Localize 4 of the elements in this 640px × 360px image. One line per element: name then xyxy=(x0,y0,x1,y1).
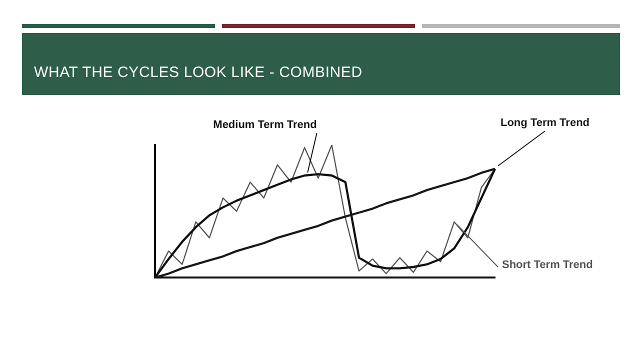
text: Medium Term Trend xyxy=(213,119,317,132)
chart-title: WHAT THE CYCLES LOOK LIKE - COMBINED xyxy=(34,64,362,81)
text: Long Term Trend xyxy=(500,117,590,130)
text: Short Term Trend xyxy=(502,259,593,272)
